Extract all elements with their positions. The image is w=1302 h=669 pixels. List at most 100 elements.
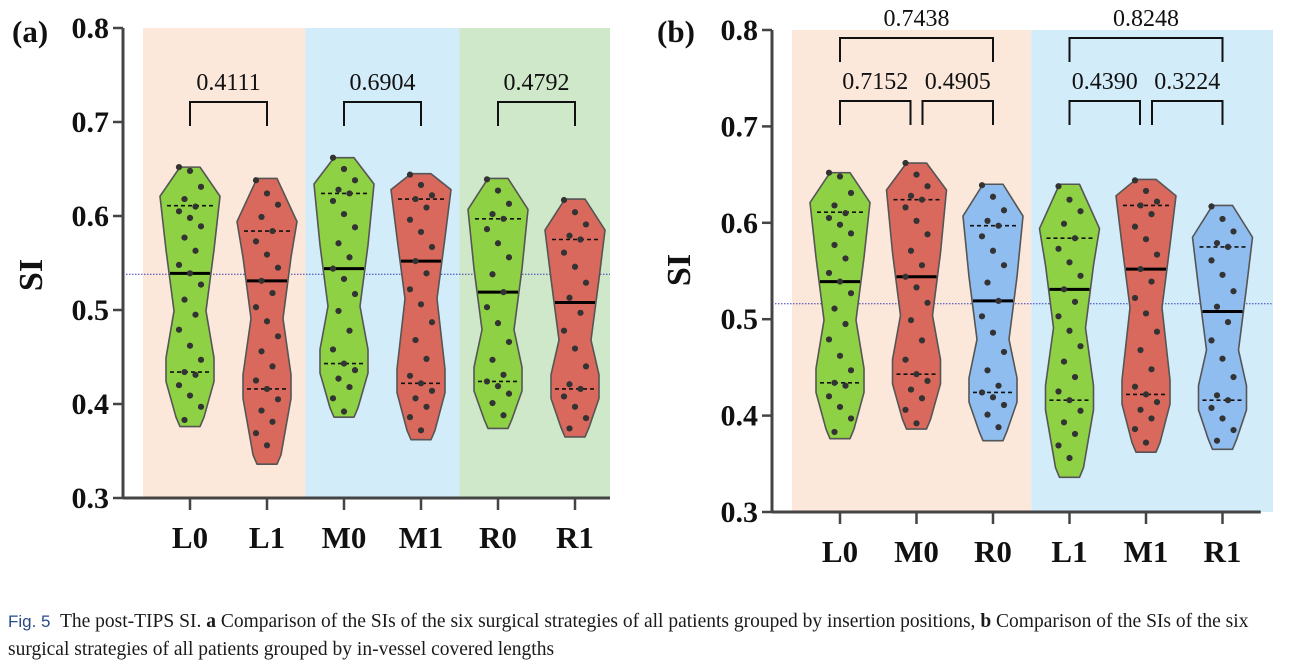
data-point-L1: [1066, 259, 1073, 266]
data-point-R1: [577, 385, 584, 393]
panel-1-y-tick-label: 0.4: [721, 400, 759, 433]
data-point-L0: [836, 278, 844, 285]
data-point-M0: [924, 299, 931, 306]
data-point-L1: [1060, 419, 1068, 426]
data-point-R0: [984, 217, 991, 224]
data-point-M0: [346, 383, 353, 391]
caption-part-a-text: Comparison of the SIs of the six surgica…: [220, 611, 976, 632]
data-point-M1: [1153, 399, 1161, 406]
data-point-R0: [1000, 348, 1008, 356]
data-point-L1: [1055, 442, 1062, 449]
data-point-L1: [1060, 286, 1068, 293]
data-point-R1: [571, 263, 579, 270]
data-point-M1: [1148, 211, 1155, 218]
data-point-R0: [995, 382, 1002, 389]
data-point-R0: [494, 240, 502, 247]
data-point-L0: [825, 269, 833, 277]
comparison-p-value-4: 0.3224: [1154, 69, 1220, 95]
data-point-L0: [192, 247, 199, 254]
panel-0-y-tick-label: 0.3: [72, 482, 110, 515]
panel-1-y-tick-label: 0.7: [721, 110, 759, 143]
data-point-L0: [842, 210, 849, 217]
data-point-L1: [258, 213, 265, 221]
data-point-R1: [566, 381, 573, 388]
data-point-M0: [329, 395, 337, 402]
data-point-M1: [1148, 415, 1155, 422]
data-point-L0: [186, 270, 194, 277]
data-point-L0: [181, 195, 188, 203]
data-point-R0: [989, 329, 997, 336]
data-point-R0: [1000, 262, 1008, 269]
data-point-M1: [417, 228, 425, 236]
data-point-M1: [1142, 187, 1150, 195]
data-point-L0: [192, 311, 199, 318]
data-point-R0: [989, 247, 997, 254]
data-point-M0: [335, 186, 342, 193]
data-point-M0: [340, 275, 348, 283]
x-tick-label-L0: L0: [172, 520, 208, 555]
data-point-L0: [197, 403, 205, 410]
data-point-M1: [406, 372, 414, 379]
panel-0-y-axis-label: SI: [13, 259, 50, 291]
comparison-p-value-3: 0.4390: [1072, 69, 1138, 95]
data-point-R0: [500, 371, 507, 378]
data-point-L1: [252, 177, 260, 184]
data-point-L1: [274, 333, 282, 340]
data-point-M1: [406, 171, 414, 178]
data-point-R0: [978, 313, 986, 320]
data-point-R0: [500, 289, 507, 296]
data-point-L0: [836, 221, 844, 228]
data-point-R0: [978, 389, 986, 396]
data-point-M1: [1131, 383, 1139, 390]
data-point-L0: [842, 382, 849, 389]
data-point-L0: [836, 352, 844, 359]
data-point-L1: [263, 251, 271, 258]
data-point-R0: [989, 193, 997, 200]
data-point-L1: [1071, 430, 1079, 438]
data-point-R0: [505, 338, 513, 346]
panel-0-y-tick-label: 0.7: [72, 106, 110, 139]
data-point-R1: [1219, 271, 1226, 278]
data-point-R1: [1219, 355, 1226, 362]
data-point-L1: [1071, 373, 1079, 381]
data-point-R0: [500, 412, 507, 419]
data-point-M1: [406, 216, 414, 223]
data-point-M0: [351, 367, 359, 374]
data-point-L0: [842, 255, 849, 262]
data-point-M0: [924, 231, 931, 238]
data-point-M0: [913, 420, 920, 427]
data-point-R1: [1213, 303, 1221, 310]
data-point-L1: [1077, 343, 1084, 350]
data-point-L0: [175, 326, 183, 333]
data-point-R1: [1213, 437, 1221, 444]
data-point-L0: [197, 356, 205, 363]
data-point-M1: [417, 427, 425, 434]
x-tick-label-L1: L1: [1051, 534, 1087, 569]
data-point-L0: [175, 208, 183, 215]
data-point-M1: [412, 258, 419, 265]
data-point-L1: [1077, 272, 1084, 279]
data-point-L1: [252, 304, 260, 311]
violin-R1: [1191, 204, 1254, 451]
data-point-M1: [428, 192, 436, 199]
data-point-L1: [258, 277, 265, 284]
data-point-R0: [494, 320, 502, 327]
data-point-L0: [831, 241, 838, 249]
data-point-M0: [335, 375, 342, 382]
data-point-L1: [269, 289, 276, 297]
data-point-M0: [329, 197, 337, 205]
data-point-L0: [825, 393, 833, 400]
data-point-L0: [192, 371, 199, 378]
data-point-L1: [274, 264, 282, 271]
data-point-L1: [1055, 245, 1062, 252]
data-point-L1: [1077, 208, 1084, 215]
data-point-L0: [847, 189, 855, 197]
comparison-p-value-0: 0.4111: [196, 70, 260, 96]
data-point-M0: [329, 346, 337, 353]
data-point-L0: [847, 230, 855, 237]
data-point-R1: [1219, 415, 1226, 422]
data-point-L1: [1055, 313, 1062, 320]
data-point-R0: [984, 411, 991, 418]
data-point-R0: [494, 187, 502, 194]
data-point-M0: [346, 254, 353, 261]
